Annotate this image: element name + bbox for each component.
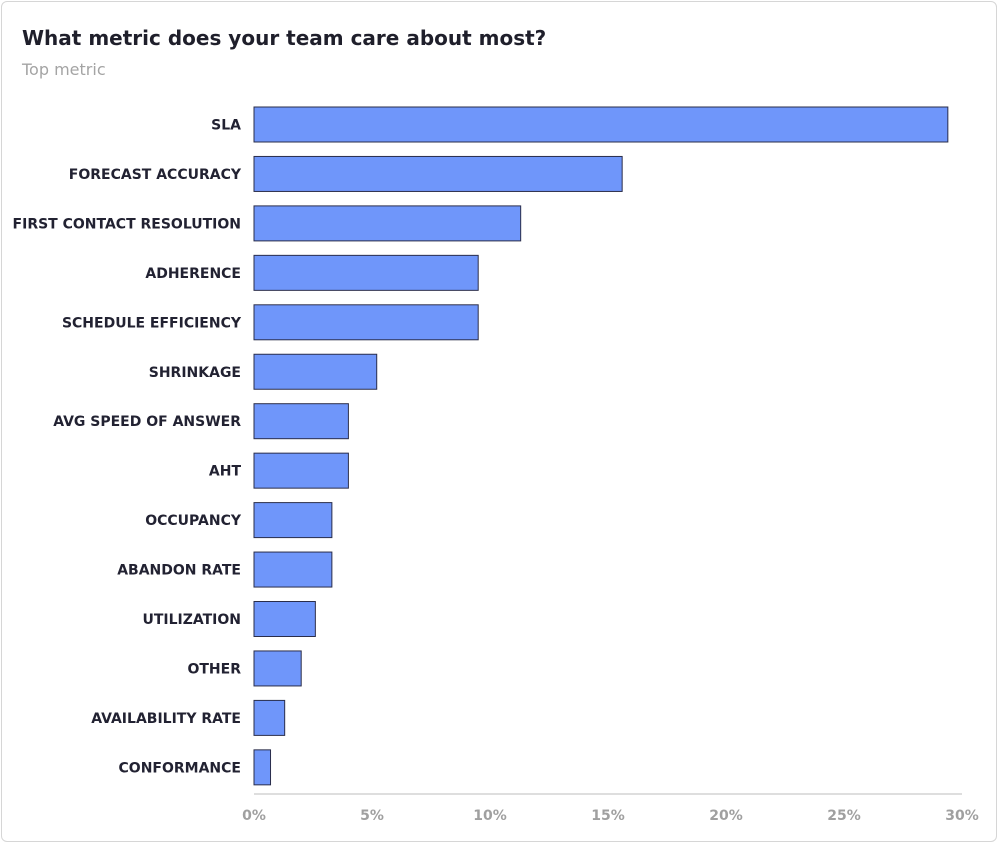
bar — [253, 452, 349, 489]
x-tick-label: 25% — [827, 808, 861, 824]
bar — [253, 353, 378, 390]
category-label: UTILIZATION — [142, 612, 241, 628]
category-label: CONFORMANCE — [119, 760, 241, 776]
category-label: SHRINKAGE — [149, 365, 241, 381]
bar — [253, 106, 949, 143]
x-tick-label: 15% — [591, 808, 625, 824]
bar — [253, 403, 349, 440]
bar — [253, 155, 623, 192]
x-tick-label: 10% — [473, 808, 507, 824]
bar — [253, 502, 333, 539]
category-label: FORECAST ACCURACY — [69, 167, 242, 183]
category-label: AVAILABILITY RATE — [91, 711, 241, 727]
bar — [253, 650, 302, 687]
bar — [253, 699, 286, 736]
bar — [253, 205, 522, 242]
category-label: OCCUPANCY — [145, 513, 242, 529]
x-tick-label: 5% — [360, 808, 384, 824]
category-label: SCHEDULE EFFICIENCY — [62, 315, 242, 331]
bar — [253, 254, 479, 291]
x-tick-label: 30% — [945, 808, 979, 824]
bar — [253, 551, 333, 588]
category-label: OTHER — [187, 661, 241, 677]
category-label: AVG SPEED OF ANSWER — [53, 414, 241, 430]
category-label: FIRST CONTACT RESOLUTION — [13, 216, 241, 232]
bar — [253, 601, 316, 637]
bar — [253, 749, 272, 786]
chart-title: What metric does your team care about mo… — [22, 26, 547, 50]
category-label: AHT — [209, 464, 242, 480]
category-label: ADHERENCE — [145, 266, 241, 282]
chart-subtitle: Top metric — [22, 60, 106, 79]
category-label: ABANDON RATE — [117, 563, 241, 579]
x-tick-label: 0% — [242, 808, 266, 824]
bar — [253, 304, 479, 341]
x-tick-label: 20% — [709, 808, 743, 824]
category-label: SLA — [211, 118, 241, 134]
